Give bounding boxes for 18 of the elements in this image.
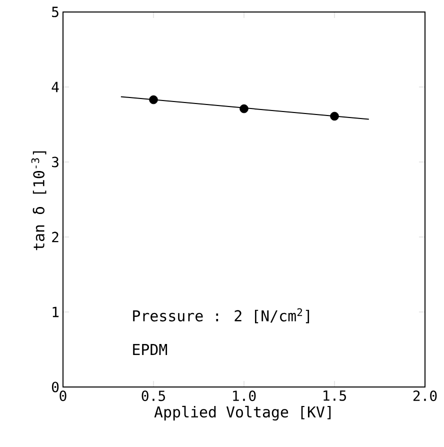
y-tick-label: 5 — [52, 6, 58, 18]
x-tick-label: 1.5 — [324, 390, 346, 401]
annotation: EPDM — [133, 344, 168, 355]
y-tick-label: 4 — [52, 82, 59, 92]
point — [330, 112, 339, 121]
y-tick-label: 3 — [52, 156, 58, 168]
annotation: Pressure : 2 [N/cm$^{2}$] — [133, 308, 310, 324]
y-axis-title: tan δ [10$^{-3}$] — [31, 151, 46, 250]
x-tick-label: 0.5 — [142, 390, 165, 402]
x-tick-label: 0 — [60, 390, 66, 402]
x-axis-title: Applied Voltage [KV] — [154, 406, 331, 421]
x-tick-label: 2.0 — [413, 390, 437, 402]
x-tick-label: 1.0 — [233, 390, 256, 402]
y-tick-label: 2 — [52, 232, 58, 242]
point — [240, 104, 248, 114]
point — [149, 95, 158, 104]
y-tick-label: 1 — [52, 306, 59, 318]
y-tick-label: 0 — [52, 382, 59, 392]
